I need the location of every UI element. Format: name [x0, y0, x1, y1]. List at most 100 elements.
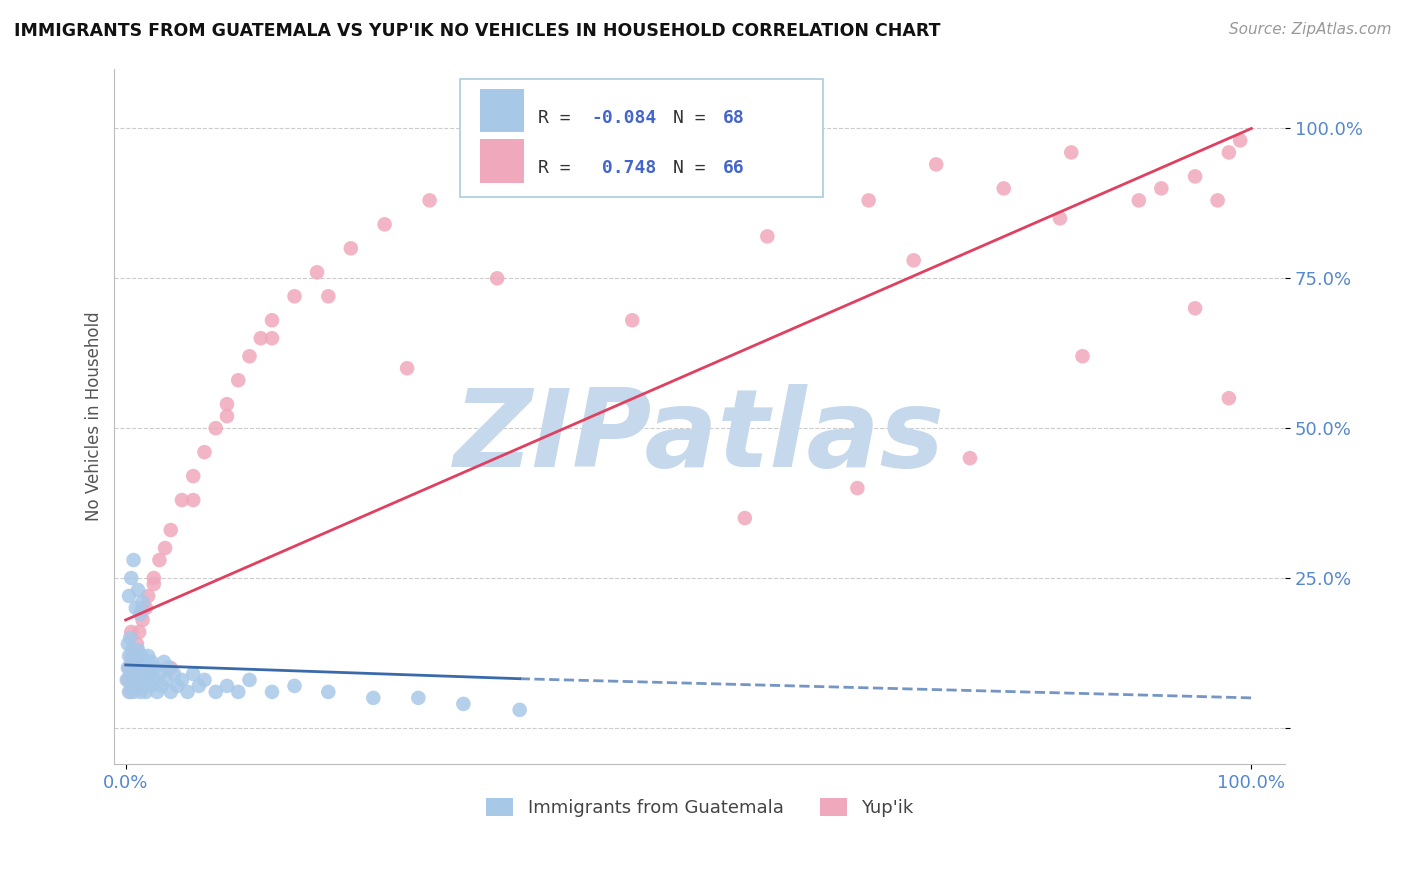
Point: [1060, 145, 1083, 160]
Point: [1184, 301, 1206, 316]
Point: [363, 690, 385, 705]
Point: [723, 133, 745, 147]
Point: [146, 685, 169, 699]
Point: [125, 601, 148, 615]
Point: [858, 194, 880, 208]
Point: [260, 685, 283, 699]
Point: [124, 648, 146, 663]
Point: [396, 361, 419, 376]
Point: [166, 679, 188, 693]
Point: [148, 667, 170, 681]
Point: [486, 271, 509, 285]
Point: [131, 667, 153, 681]
Point: [118, 648, 141, 663]
Point: [226, 685, 249, 699]
Point: [215, 409, 238, 424]
Point: [135, 601, 157, 615]
Point: [120, 667, 142, 681]
Point: [122, 553, 145, 567]
Point: [531, 169, 554, 184]
FancyBboxPatch shape: [460, 79, 823, 197]
Point: [374, 218, 396, 232]
Point: [120, 679, 142, 693]
Point: [734, 511, 756, 525]
Point: [142, 571, 165, 585]
Point: [305, 265, 328, 279]
Point: [139, 679, 162, 693]
Point: [121, 643, 143, 657]
Point: [238, 673, 260, 687]
Point: [136, 589, 159, 603]
Point: [1049, 211, 1071, 226]
Point: [621, 313, 644, 327]
Text: R =: R =: [538, 159, 582, 178]
Point: [120, 631, 142, 645]
Point: [136, 648, 159, 663]
Point: [1150, 181, 1173, 195]
Point: [129, 685, 152, 699]
Point: [1206, 194, 1229, 208]
Point: [125, 679, 148, 693]
Point: [283, 289, 305, 303]
Point: [122, 661, 145, 675]
Point: [790, 169, 813, 184]
Point: [226, 373, 249, 387]
Point: [260, 313, 283, 327]
Point: [125, 655, 148, 669]
Point: [153, 541, 176, 555]
Text: IMMIGRANTS FROM GUATEMALA VS YUP'IK NO VEHICLES IN HOUSEHOLD CORRELATION CHART: IMMIGRANTS FROM GUATEMALA VS YUP'IK NO V…: [14, 22, 941, 40]
Text: R =: R =: [538, 109, 582, 127]
Point: [124, 673, 146, 687]
Point: [131, 601, 153, 615]
Point: [475, 181, 498, 195]
Point: [120, 655, 142, 669]
Point: [131, 595, 153, 609]
Point: [204, 685, 226, 699]
Point: [993, 181, 1015, 195]
Point: [756, 229, 779, 244]
Text: 68: 68: [723, 109, 745, 127]
Point: [249, 331, 271, 345]
Point: [509, 703, 531, 717]
Point: [1184, 169, 1206, 184]
Point: [135, 661, 157, 675]
Point: [122, 679, 145, 693]
Point: [316, 685, 339, 699]
Point: [181, 667, 204, 681]
Point: [142, 673, 165, 687]
Point: [142, 577, 165, 591]
Point: [215, 679, 238, 693]
Point: [118, 685, 141, 699]
Point: [193, 445, 215, 459]
Point: [128, 673, 150, 687]
Point: [181, 493, 204, 508]
Point: [122, 685, 145, 699]
Point: [925, 157, 948, 171]
Point: [159, 661, 181, 675]
Point: [181, 469, 204, 483]
Point: [176, 685, 198, 699]
Point: [588, 157, 610, 171]
FancyBboxPatch shape: [479, 89, 524, 133]
Point: [127, 582, 149, 597]
Point: [131, 648, 153, 663]
Text: N =: N =: [673, 109, 717, 127]
Point: [959, 451, 981, 466]
Point: [117, 673, 139, 687]
FancyBboxPatch shape: [479, 139, 524, 183]
Point: [132, 655, 155, 669]
Point: [1128, 194, 1150, 208]
Point: [120, 571, 142, 585]
Point: [115, 673, 138, 687]
Point: [419, 194, 441, 208]
Text: N =: N =: [673, 159, 717, 178]
Point: [143, 661, 166, 675]
Point: [846, 481, 869, 495]
Point: [148, 553, 170, 567]
Point: [135, 685, 157, 699]
Text: 0.748: 0.748: [591, 159, 657, 178]
Point: [340, 241, 363, 255]
Point: [1218, 391, 1240, 405]
Point: [128, 624, 150, 639]
Point: [204, 421, 226, 435]
